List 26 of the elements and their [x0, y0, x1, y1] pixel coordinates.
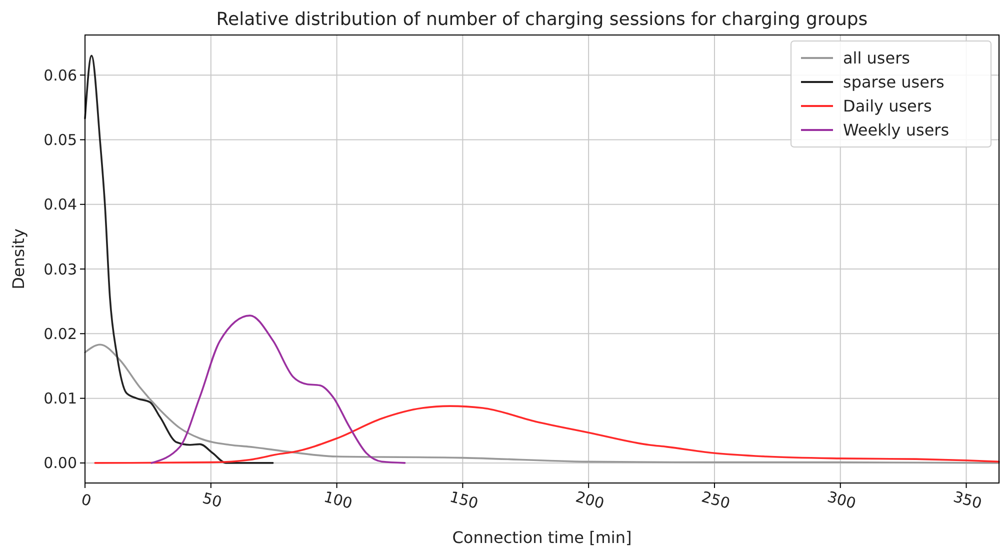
x-tick-label: 200	[574, 488, 606, 513]
x-tick-label: 100	[322, 488, 354, 513]
x-tick-label: 50	[200, 489, 224, 512]
x-tick-label: 350	[951, 488, 984, 513]
x-axis-title: Connection time [min]	[452, 528, 632, 547]
line-series	[84, 54, 274, 464]
y-tick-label: 0.00	[44, 454, 77, 472]
x-tick-label: 0	[79, 490, 94, 510]
y-tick-label: 0.06	[44, 66, 77, 84]
legend-label: all users	[843, 48, 910, 68]
line-series	[84, 344, 1000, 464]
line-series	[94, 405, 1000, 464]
y-tick-label: 0.05	[44, 130, 77, 149]
legend-label: Daily users	[843, 96, 932, 116]
x-tick-label: 250	[700, 488, 732, 513]
legend-label: sparse users	[843, 72, 944, 92]
x-tick-label: 150	[448, 488, 480, 513]
y-tick-label: 0.01	[44, 390, 77, 408]
y-tick-label: 0.02	[44, 324, 77, 343]
chart-title: Relative distribution of number of charging sessions for charging groups	[216, 9, 868, 30]
y-tick-label: 0.04	[44, 196, 77, 214]
y-axis-title: Density	[9, 228, 28, 290]
line-series	[150, 314, 406, 464]
x-tick-label: 300	[826, 488, 858, 513]
legend-label: Weekly users	[843, 120, 950, 140]
y-tick-label: 0.03	[44, 260, 77, 278]
